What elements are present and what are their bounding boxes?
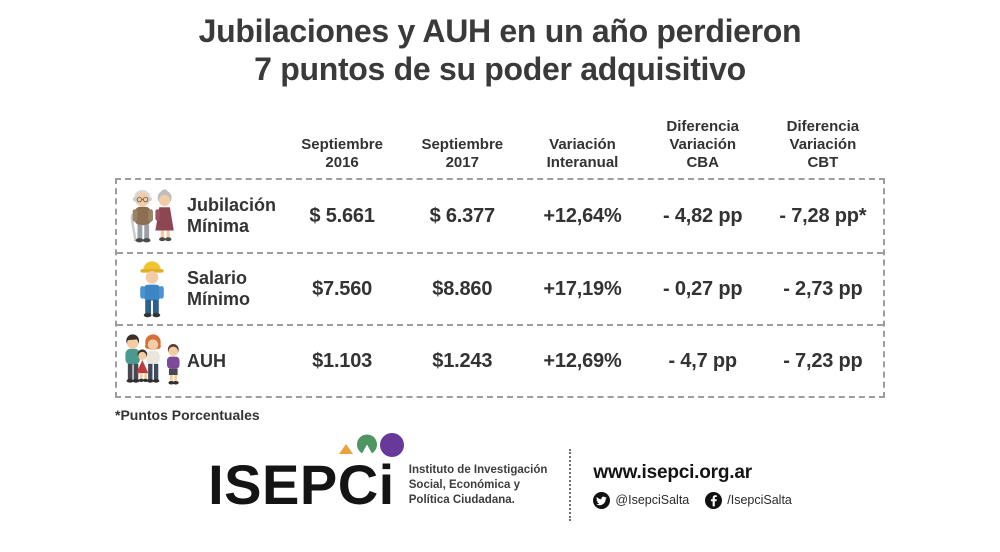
footer-divider xyxy=(569,449,572,521)
twitter-handle: @IsepciSalta xyxy=(615,493,690,507)
table-row-auh: AUH $1.103 $1.243 +12,69% - 4,7 pp - 7,2… xyxy=(117,324,883,396)
facebook-icon xyxy=(705,491,723,509)
table-header-row: Septiembre 2016 Septiembre 2017 Variació… xyxy=(115,118,885,178)
auh-cba-value: - 4,7 pp xyxy=(668,349,737,372)
website-url: www.isepci.org.ar xyxy=(593,461,752,483)
data-table: Septiembre 2016 Septiembre 2017 Variació… xyxy=(115,118,885,398)
salario-sept2017-value: $8.860 xyxy=(432,277,493,300)
twitter-icon xyxy=(593,491,611,509)
auh-sept2017-value: $1.243 xyxy=(432,349,493,372)
footer-contact-block: www.isepci.org.ar @IsepciSalta /IsepciSa… xyxy=(593,461,792,509)
col-header-diferencia-cbt: Diferencia Variación CBT xyxy=(786,118,860,171)
col-header-variacion-interanual: Variación Interanual xyxy=(546,136,619,171)
twitter-item: @IsepciSalta xyxy=(593,491,690,509)
logo-shapes-icon xyxy=(338,433,404,457)
page-title: Jubilaciones y AUH en un año perdieron 7… xyxy=(198,13,802,87)
jubilacion-sept2017-value: $ 6.377 xyxy=(429,204,496,227)
facebook-item: /IsepciSalta xyxy=(705,491,792,509)
col-header-sept-2017: Septiembre 2017 xyxy=(421,136,504,171)
construction-worker-icon xyxy=(117,259,187,319)
auh-variacion-value: +12,69% xyxy=(543,349,622,372)
auh-sept2016-value: $1.103 xyxy=(312,349,373,372)
auh-cbt-value: - 7,23 pp xyxy=(783,349,863,372)
col-header-diferencia-cba: Diferencia Variación CBA xyxy=(666,118,739,171)
jubilacion-cbt-value: - 7,28 pp* xyxy=(779,204,867,227)
facebook-handle: /IsepciSalta xyxy=(727,493,792,507)
family-icon xyxy=(117,332,187,390)
jubilacion-cba-value: - 4,82 pp xyxy=(663,204,743,227)
col-header-sept-2016: Septiembre 2016 xyxy=(301,136,383,171)
isepci-logo: ISEPCi xyxy=(208,433,404,513)
jubilacion-sept2016-value: $ 5.661 xyxy=(309,204,375,227)
salario-sept2016-value: $7.560 xyxy=(312,277,373,300)
isepci-wordmark: ISEPCi xyxy=(208,453,395,516)
salario-cbt-value: - 2,73 pp xyxy=(783,277,863,300)
footer: ISEPCi Instituto de Investigación Social… xyxy=(0,433,1000,521)
elderly-couple-icon xyxy=(117,186,187,246)
table-body: Jubilación Mínima $ 5.661 $ 6.377 +12,64… xyxy=(115,178,885,398)
jubilacion-variacion-value: +12,64% xyxy=(543,204,622,227)
logo-triangle-icon xyxy=(338,444,353,454)
salario-variacion-value: +17,19% xyxy=(543,277,622,300)
table-row-salario-minimo: Salario Mínimo $7.560 $8.860 +17,19% - 0… xyxy=(117,252,883,324)
institute-description: Instituto de Investigación Social, Econó… xyxy=(408,463,548,506)
logo-circle-icon xyxy=(379,433,404,457)
social-row: @IsepciSalta /IsepciSalta xyxy=(593,491,792,509)
row-label-salario-minimo: Salario Mínimo xyxy=(187,268,250,309)
row-label-auh: AUH xyxy=(187,350,226,371)
salario-cba-value: - 0,27 pp xyxy=(663,277,743,300)
table-row-jubilacion-minima: Jubilación Mínima $ 5.661 $ 6.377 +12,64… xyxy=(117,180,883,252)
row-label-jubilacion-minima: Jubilación Mínima xyxy=(187,195,277,236)
footnote-puntos-porcentuales: *Puntos Porcentuales xyxy=(115,407,260,423)
